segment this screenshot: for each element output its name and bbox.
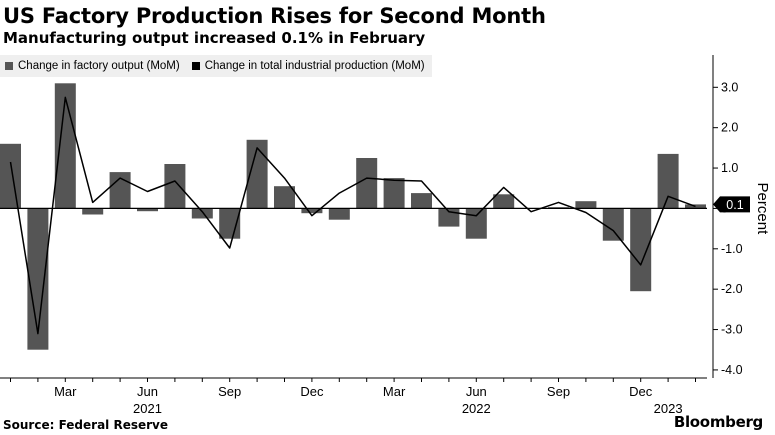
chart-title: US Factory Production Rises for Second M… xyxy=(3,4,546,28)
legend-label-factory-output: Change in factory output (MoM) xyxy=(18,60,180,72)
latest-value-marker: 0.1 xyxy=(713,196,750,213)
x-tick-label: Dec xyxy=(629,384,653,399)
legend-swatch-line xyxy=(191,62,200,70)
x-tick-label: Mar xyxy=(383,384,406,399)
y-tick-label: -1.0 xyxy=(721,242,743,256)
chart-subtitle: Manufacturing output increased 0.1% in F… xyxy=(3,29,426,47)
x-tick-label: Mar xyxy=(54,384,77,399)
bar-factory-output xyxy=(301,208,323,214)
line-industrial-production xyxy=(9,96,696,335)
bar-factory-output xyxy=(575,201,597,209)
x-tick-label: Jun xyxy=(466,384,487,399)
bar-factory-output xyxy=(602,208,624,241)
legend-item-industrial-production: Change in total industrial production (M… xyxy=(191,60,425,72)
legend-label-industrial-production: Change in total industrial production (M… xyxy=(204,60,425,72)
y-axis-title: Percent xyxy=(754,183,771,236)
x-tick-label: Sep xyxy=(218,384,241,399)
legend-item-factory-output: Change in factory output (MoM) xyxy=(5,60,180,72)
bar-factory-output xyxy=(411,193,432,209)
bar-factory-output xyxy=(493,194,515,209)
bar-factory-output xyxy=(191,208,213,219)
x-tick-label: Jun xyxy=(137,384,158,399)
y-tick-label: -2.0 xyxy=(721,282,743,296)
bar-factory-output xyxy=(465,208,487,239)
x-year-label: 2023 xyxy=(654,401,683,416)
y-tick-label: 2.0 xyxy=(721,121,738,135)
y-tick-label: 1.0 xyxy=(721,161,738,175)
bar-factory-output xyxy=(137,208,158,212)
y-tick-label: 3.0 xyxy=(721,80,738,94)
x-tick-label: Sep xyxy=(547,384,570,399)
x-year-label: 2022 xyxy=(462,401,491,416)
x-tick-label: Dec xyxy=(300,384,324,399)
bloomberg-logo: Bloomberg xyxy=(673,413,763,431)
latest-value-flag xyxy=(713,196,750,213)
bar-factory-output xyxy=(246,139,268,209)
bar-factory-output xyxy=(356,158,378,209)
bar-factory-output xyxy=(274,186,295,209)
bar-factory-output xyxy=(27,208,49,350)
y-tick-label: -4.0 xyxy=(721,363,743,377)
bar-factory-output xyxy=(383,178,405,209)
latest-value-label: 0.1 xyxy=(726,198,743,212)
legend-swatch-bar xyxy=(5,62,13,70)
bar-factory-output xyxy=(630,208,652,292)
bar-factory-output xyxy=(164,164,186,209)
bar-factory-output xyxy=(328,208,350,220)
bar-factory-output xyxy=(657,153,679,209)
bar-factory-output xyxy=(82,208,104,215)
bar-factory-output xyxy=(0,143,21,209)
chart-legend: Change in factory output (MoM) Change in… xyxy=(0,55,432,77)
source-note: Source: Federal Reserve xyxy=(3,418,168,432)
y-tick-label: -3.0 xyxy=(721,323,743,337)
x-year-label: 2021 xyxy=(133,401,162,416)
